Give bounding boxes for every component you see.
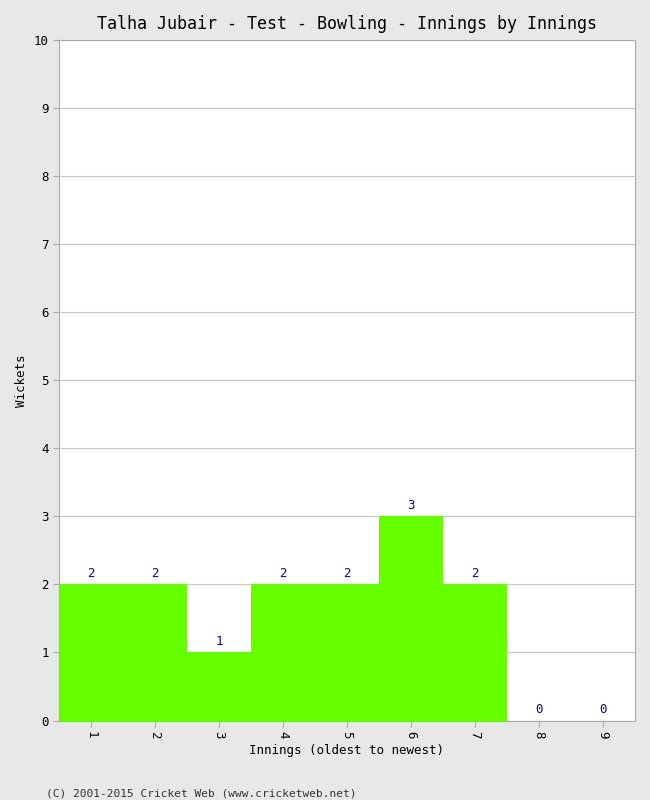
Text: 2: 2 bbox=[87, 567, 95, 580]
Text: 3: 3 bbox=[408, 499, 415, 512]
Text: 2: 2 bbox=[280, 567, 287, 580]
Bar bbox=[443, 585, 507, 721]
X-axis label: Innings (oldest to newest): Innings (oldest to newest) bbox=[250, 744, 445, 757]
Text: 2: 2 bbox=[343, 567, 351, 580]
Text: (C) 2001-2015 Cricket Web (www.cricketweb.net): (C) 2001-2015 Cricket Web (www.cricketwe… bbox=[46, 788, 356, 798]
Text: 2: 2 bbox=[151, 567, 159, 580]
Bar bbox=[379, 517, 443, 721]
Text: 2: 2 bbox=[471, 567, 479, 580]
Bar bbox=[251, 585, 315, 721]
Text: 1: 1 bbox=[215, 635, 223, 649]
Bar bbox=[59, 585, 123, 721]
Text: 0: 0 bbox=[599, 703, 606, 717]
Bar bbox=[187, 653, 251, 721]
Text: 0: 0 bbox=[535, 703, 543, 717]
Y-axis label: Wickets: Wickets bbox=[15, 354, 28, 406]
Title: Talha Jubair - Test - Bowling - Innings by Innings: Talha Jubair - Test - Bowling - Innings … bbox=[97, 15, 597, 33]
Bar bbox=[315, 585, 379, 721]
Bar bbox=[123, 585, 187, 721]
